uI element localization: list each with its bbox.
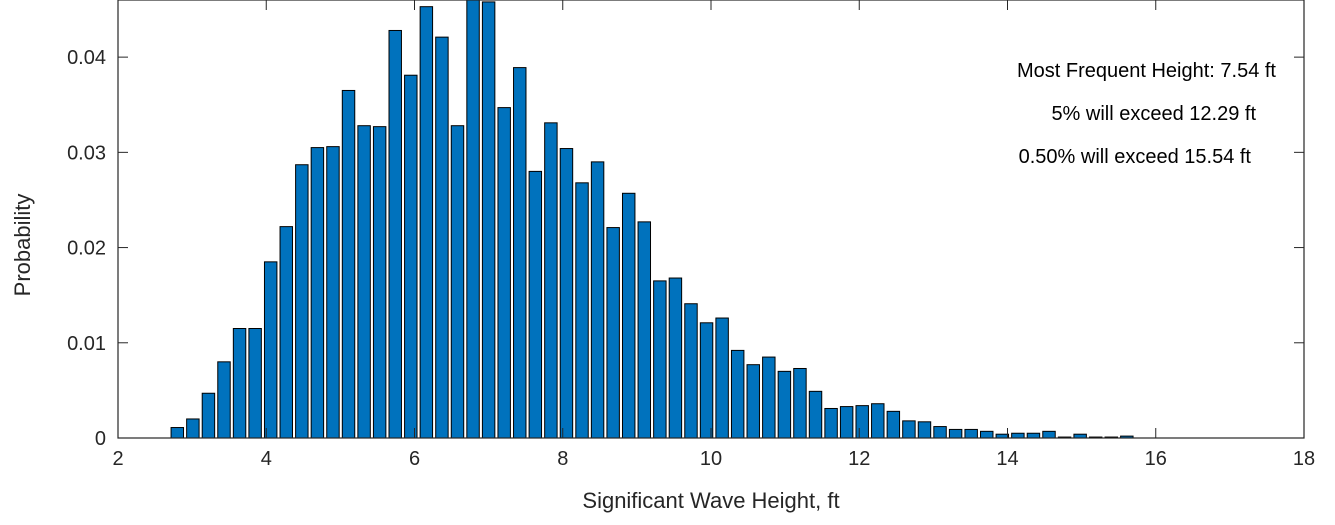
histogram-bar bbox=[637, 221, 652, 439]
histogram-bar bbox=[575, 182, 589, 439]
histogram-bar bbox=[886, 410, 901, 439]
histogram-bar bbox=[388, 29, 402, 439]
y-tick-label: 0.03 bbox=[67, 142, 106, 164]
y-tick-label: 0.02 bbox=[67, 238, 106, 260]
y-tick-label: 0 bbox=[95, 428, 106, 450]
histogram-bar bbox=[839, 406, 854, 439]
x-tick-label: 4 bbox=[261, 448, 272, 470]
histogram-bar bbox=[217, 361, 231, 439]
histogram-bar bbox=[933, 426, 947, 439]
histogram-bar bbox=[186, 418, 200, 439]
x-tick-label: 16 bbox=[1145, 448, 1167, 470]
y-tick-label: 0.04 bbox=[67, 47, 106, 69]
histogram-bar bbox=[528, 170, 543, 439]
histogram-bar bbox=[513, 67, 527, 439]
histogram-bar bbox=[419, 6, 434, 439]
histogram-bar bbox=[746, 364, 760, 439]
histogram-bar bbox=[310, 147, 325, 439]
x-tick-label: 6 bbox=[409, 448, 420, 470]
y-axis-label: Probability bbox=[10, 194, 35, 297]
histogram-bar bbox=[263, 261, 278, 439]
x-tick-label: 14 bbox=[996, 448, 1018, 470]
histogram-bar bbox=[762, 356, 776, 439]
x-tick-label: 10 bbox=[700, 448, 722, 470]
annotation-5-percent: 5% will exceed 12.29 ft bbox=[1051, 103, 1256, 125]
histogram-bar bbox=[201, 392, 216, 439]
y-tick-label: 0.01 bbox=[67, 333, 106, 355]
histogram-bar bbox=[964, 428, 978, 439]
histogram-bar bbox=[170, 427, 185, 439]
histogram-bar bbox=[481, 1, 496, 439]
histogram-bar bbox=[793, 367, 807, 439]
x-tick-label: 2 bbox=[112, 448, 123, 470]
histogram-bar bbox=[357, 125, 371, 439]
histogram-bar bbox=[980, 430, 994, 439]
histogram-bar bbox=[326, 146, 340, 439]
histogram-bar bbox=[232, 328, 247, 439]
histogram-bar bbox=[715, 317, 729, 439]
histogram-bar bbox=[559, 148, 574, 439]
histogram-bar bbox=[606, 227, 620, 439]
histogram-bar bbox=[435, 36, 449, 439]
histogram-bar bbox=[902, 420, 916, 439]
histogram-bar bbox=[855, 405, 869, 439]
histogram-bar bbox=[1042, 430, 1056, 439]
histogram-bar bbox=[248, 328, 262, 439]
histogram-bar bbox=[668, 277, 683, 439]
histogram-bar bbox=[730, 349, 745, 439]
x-tick-label: 12 bbox=[848, 448, 870, 470]
histogram-bar bbox=[544, 122, 558, 439]
plot-frame bbox=[117, 0, 1305, 439]
histogram-bar bbox=[653, 280, 667, 439]
histogram-bar bbox=[824, 407, 838, 439]
histogram-bar bbox=[450, 125, 465, 439]
histogram-bar bbox=[621, 192, 636, 439]
bars-group bbox=[170, 0, 1134, 439]
x-tick-labels: 2 4 6 8 10 12 14 16 18 bbox=[112, 448, 1315, 470]
histogram-bar bbox=[1026, 432, 1041, 439]
histogram-bar bbox=[372, 126, 387, 439]
histogram-bar bbox=[341, 89, 356, 439]
histogram-bar bbox=[497, 107, 511, 439]
x-axis-label: Significant Wave Height, ft bbox=[582, 488, 839, 513]
histogram-bar bbox=[917, 421, 932, 439]
histogram-bar bbox=[295, 164, 309, 439]
histogram-bar bbox=[699, 322, 714, 439]
histogram-bar bbox=[1011, 432, 1025, 439]
histogram-bar bbox=[404, 74, 418, 439]
histogram-bar bbox=[871, 403, 885, 439]
histogram-bar bbox=[808, 390, 823, 439]
x-tick-label: 18 bbox=[1293, 448, 1315, 470]
annotation-half-percent: 0.50% will exceed 15.54 ft bbox=[1019, 146, 1252, 168]
x-tick-label: 8 bbox=[557, 448, 568, 470]
histogram-bar bbox=[777, 370, 792, 439]
histogram-bar bbox=[590, 161, 605, 439]
annotation-most-frequent: Most Frequent Height: 7.54 ft bbox=[1017, 60, 1276, 82]
histogram-bar bbox=[948, 428, 963, 439]
histogram-bar bbox=[279, 226, 293, 439]
histogram-bar bbox=[684, 303, 698, 439]
y-tick-labels: 0 0.01 0.02 0.03 0.04 bbox=[67, 47, 106, 450]
histogram-bar bbox=[466, 0, 480, 439]
